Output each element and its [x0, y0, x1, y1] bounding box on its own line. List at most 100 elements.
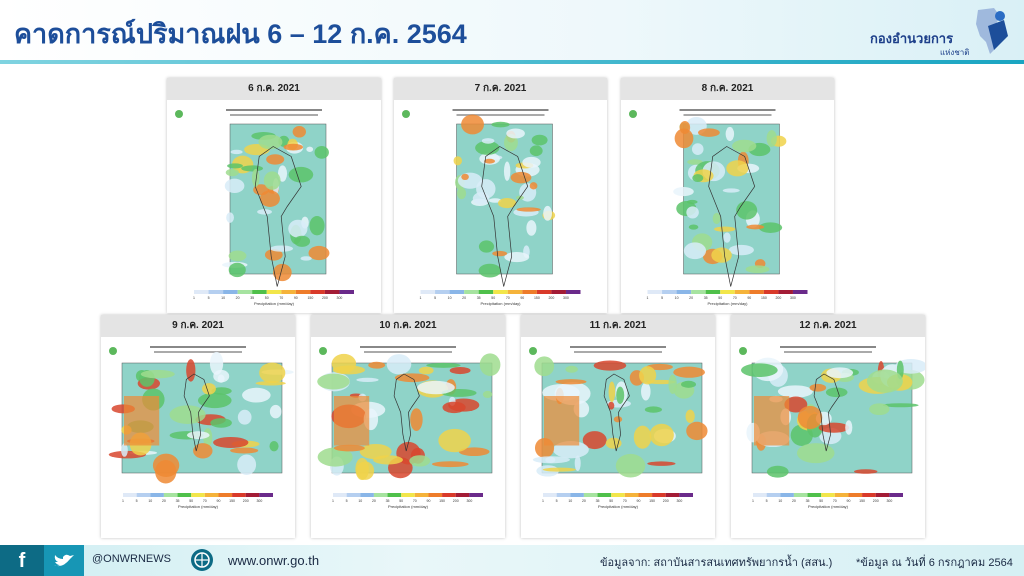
model-logo — [529, 347, 537, 355]
country-outline — [393, 373, 420, 452]
rain-area — [777, 385, 813, 398]
panel-title: 7 ก.ค. 2021 — [394, 78, 607, 100]
rain-area — [516, 207, 541, 212]
rain-area — [686, 421, 708, 441]
model-caption — [679, 109, 776, 111]
colorbar-tick: 150 — [859, 499, 865, 503]
colorbar-tick: 1 — [332, 499, 334, 503]
model-caption — [456, 114, 545, 116]
colorbar-tick: 50 — [609, 499, 613, 503]
rain-area — [688, 224, 699, 230]
colorbar-tick: 1 — [752, 499, 754, 503]
country-outline — [708, 146, 756, 287]
colorbar-swatch — [583, 493, 598, 497]
panel-title: 6 ก.ค. 2021 — [167, 78, 381, 100]
rain-area — [488, 198, 502, 203]
colorbar-tick: 300 — [676, 499, 682, 503]
colorbar-tick: 20 — [372, 499, 376, 503]
model-logo — [319, 347, 327, 355]
colorbar-swatch — [691, 290, 706, 294]
panel-title: 10 ก.ค. 2021 — [311, 315, 505, 337]
rain-area — [825, 387, 848, 398]
colorbar-swatch — [310, 290, 325, 294]
colorbar-swatch — [469, 493, 483, 497]
rain-area — [306, 146, 314, 152]
rain-area — [492, 250, 508, 257]
colorbar-tick: 10 — [448, 296, 452, 300]
slide-title: คาดการณ์ปริมาณฝน 6 – 12 ก.ค. 2564 — [14, 19, 467, 49]
map-panel: 11 ก.ค. 2021 1 5 10 20 35 50 70 90 150 200 300 Preci… — [521, 315, 715, 538]
rain-area — [317, 373, 350, 390]
colorbar-swatch — [638, 493, 653, 497]
rain-area — [410, 408, 423, 431]
rain-area — [210, 418, 232, 428]
colorbar-tick: 70 — [279, 296, 283, 300]
rain-area — [438, 428, 471, 453]
rain-area — [784, 396, 808, 413]
rain-area — [472, 192, 490, 205]
rain-area — [644, 406, 662, 413]
colorbar-swatch — [428, 493, 443, 497]
colorbar-tick: 90 — [637, 499, 641, 503]
rain-area — [300, 256, 312, 261]
colorbar-swatch — [449, 290, 465, 294]
rain-area — [845, 420, 853, 435]
rain-area — [526, 220, 537, 236]
rain-area — [241, 165, 264, 172]
colorbar-tick: 35 — [704, 296, 708, 300]
rain-area — [692, 174, 704, 182]
colorbar-tick: 90 — [747, 296, 751, 300]
colorbar-swatch — [556, 493, 571, 497]
rain-area — [202, 383, 216, 395]
colorbar-tick: 150 — [229, 499, 235, 503]
map-panel: 7 ก.ค. 2021 1 5 10 20 35 50 70 90 150 200 300 Precip… — [394, 78, 607, 313]
map-figure: 1 5 10 20 35 50 70 90 150 200 300 Precipitation (mm… — [175, 109, 354, 306]
rain-area — [529, 182, 538, 190]
rain-area — [272, 263, 292, 282]
rain-area — [746, 224, 765, 230]
rain-area — [294, 235, 311, 247]
rain-area — [728, 244, 754, 256]
heavy-rain-band — [754, 396, 790, 446]
colorbar-swatch — [163, 493, 178, 497]
rain-area — [673, 366, 705, 378]
colorbar-swatch — [889, 493, 903, 497]
rain-area — [442, 401, 466, 414]
rain-area — [461, 173, 469, 181]
rain-area — [481, 138, 495, 144]
colorbar-swatch — [766, 493, 781, 497]
colorbar-swatch — [792, 290, 808, 294]
country-outline — [254, 146, 302, 287]
rain-area — [224, 178, 245, 194]
rain-area — [292, 126, 306, 138]
colorbar-tick: 50 — [718, 296, 722, 300]
rain-area — [259, 190, 280, 207]
rain-area — [309, 215, 325, 236]
rain-area — [809, 383, 827, 392]
colorbar-tick: 5 — [346, 499, 348, 503]
rain-area — [431, 461, 469, 468]
colorbar-swatch — [191, 493, 205, 497]
rain-area — [478, 240, 495, 253]
map-panel: 12 ก.ค. 2021 1 5 10 20 35 50 70 90 150 200 300 Preci… — [731, 315, 925, 538]
rain-area — [608, 381, 616, 403]
heavy-rain-band — [544, 396, 580, 446]
colorbar-swatch — [232, 493, 246, 497]
rain-area — [758, 222, 783, 233]
colorbar-swatch — [543, 493, 557, 497]
rain-area — [228, 250, 247, 262]
rain-area — [725, 126, 735, 142]
colorbar-swatch — [339, 290, 354, 294]
colorbar-swatch — [647, 290, 663, 294]
colorbar-tick: 300 — [337, 296, 343, 300]
rain-area — [251, 168, 260, 187]
rain-area — [453, 156, 463, 166]
colorbar-tick: 1 — [420, 296, 422, 300]
rain-area — [698, 128, 720, 137]
rain-area — [314, 145, 329, 159]
colorbar-tick: 90 — [847, 499, 851, 503]
colorbar-tick: 150 — [761, 296, 767, 300]
colorbar-swatch — [259, 493, 273, 497]
colorbar-swatch — [753, 493, 767, 497]
rain-area — [555, 379, 587, 385]
